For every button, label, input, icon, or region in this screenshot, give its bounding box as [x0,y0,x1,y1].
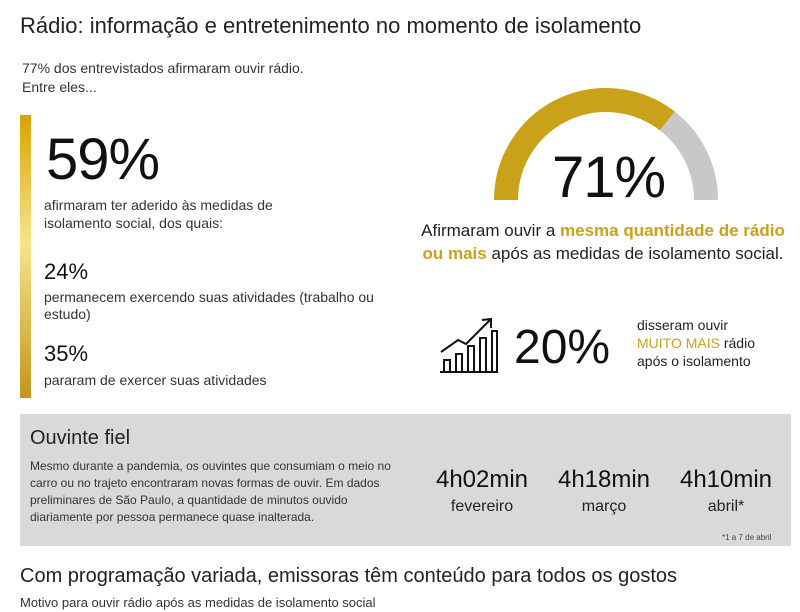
section-title: Com programação variada, emissoras têm c… [20,565,678,587]
gauge-chart [494,88,718,201]
gauge-rest-arc [659,111,718,201]
much-more-line-3: após o isolamento [637,353,751,369]
loyal-listener-text: Mesmo durante a pandemia, os ouvintes qu… [30,459,391,524]
time-apr: 4h10min abril* [668,466,784,516]
gauge-caption-highlight: mesma quantidade de rádio ou mais [422,221,785,263]
gauge-value: 71% [552,145,666,210]
gauge-fill-arc [494,88,675,201]
loyal-listener-panel [20,414,791,546]
intro-line-1: 77% dos entrevistados afirmaram ouvir rá… [22,60,304,76]
time-value: 4h02min [435,466,529,493]
time-month: abril* [707,498,745,515]
gauge-caption-end: após as medidas de isolamento social. [486,244,784,263]
time-mar: 4h18min março [546,466,662,516]
much-more-highlight: MUITO MAIS [637,335,720,351]
time-value: 4h10min [679,466,773,493]
much-more-line-2: MUITO MAIS rádio [637,334,755,352]
much-more-line-1: disseram ouvir [637,317,729,333]
gauge-caption-start: Afirmaram ouvir a [421,221,561,240]
footnote: *1 a 7 de abril [722,533,772,542]
section-subtitle: Motivo para ouvir rádio após as medidas … [20,595,376,610]
stopped-percent: 35% [44,341,89,366]
gold-accent-bar [20,115,31,398]
intro-line-2: Entre eles... [22,79,97,95]
time-month: março [581,498,627,515]
loyal-listener-title: Ouvinte fiel [30,427,131,449]
growth-bars-icon [440,317,498,373]
working-percent: 24% [44,259,89,284]
time-feb: 4h02min fevereiro [424,466,540,516]
working-text: permanecem exercendo suas atividades (tr… [44,289,374,322]
adhered-text: afirmaram ter aderido às medidas de isol… [44,197,273,231]
much-more-line-2-rest: rádio [719,335,755,351]
stopped-text: pararam de exercer suas atividades [44,372,267,388]
page-title: Rádio: informação e entretenimento no mo… [20,13,642,38]
gauge-caption: Afirmaram ouvir a mesma quantidade de rá… [420,219,786,265]
much-more-percent: 20% [514,321,611,374]
much-more-text: disseram ouvir MUITO MAIS rádio após o i… [637,316,755,370]
time-month: fevereiro [450,498,514,515]
time-value: 4h18min [557,466,651,493]
adhered-percent: 59% [46,127,160,192]
